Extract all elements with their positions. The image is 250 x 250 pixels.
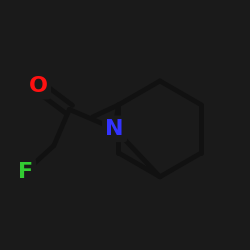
Text: O: O	[29, 76, 48, 96]
Text: F: F	[18, 162, 33, 182]
Text: N: N	[106, 119, 124, 139]
